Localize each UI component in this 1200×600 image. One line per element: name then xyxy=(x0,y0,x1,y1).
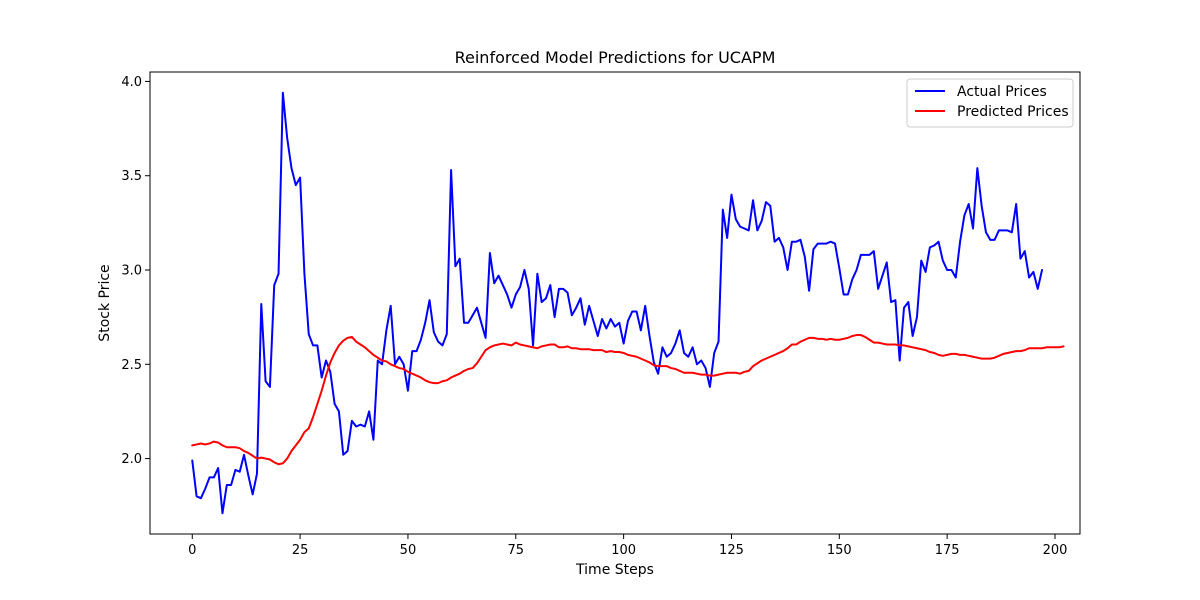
legend-box xyxy=(906,78,1074,128)
y-axis-label: Stock Price xyxy=(97,264,113,341)
x-axis: 0 25 50 75 100 125 150 175 200 xyxy=(188,534,1067,558)
y-tick-label: 2.5 xyxy=(121,358,142,373)
x-tick-label: 75 xyxy=(508,543,525,558)
y-tick-label: 4.0 xyxy=(121,75,142,90)
x-tick-label: 125 xyxy=(719,543,744,558)
series-layer xyxy=(191,91,1065,515)
legend: Actual Prices Predicted Prices xyxy=(906,78,1074,128)
legend-entry-label: Predicted Prices xyxy=(957,104,1069,120)
series-line-actual-prices xyxy=(191,91,1044,515)
x-tick-label: 100 xyxy=(611,543,636,558)
plot-area xyxy=(149,71,1081,535)
x-tick-label: 25 xyxy=(292,543,309,558)
y-axis: 2.0 2.5 3.0 3.5 4.0 xyxy=(121,75,150,467)
y-tick-label: 2.0 xyxy=(121,452,142,467)
series-line-predicted-prices xyxy=(191,334,1065,466)
chart-title: Reinforced Model Predictions for UCAPM xyxy=(455,48,776,67)
x-tick-label: 50 xyxy=(400,543,417,558)
y-tick-label: 3.0 xyxy=(121,264,142,279)
y-tick-label: 3.5 xyxy=(121,169,142,184)
x-tick-label: 175 xyxy=(935,543,960,558)
x-tick-label: 150 xyxy=(827,543,852,558)
x-tick-label: 200 xyxy=(1043,543,1068,558)
x-tick-label: 0 xyxy=(188,543,196,558)
x-axis-label: Time Steps xyxy=(575,562,654,578)
legend-entry-label: Actual Prices xyxy=(957,84,1047,100)
plot-frame xyxy=(149,71,1081,535)
